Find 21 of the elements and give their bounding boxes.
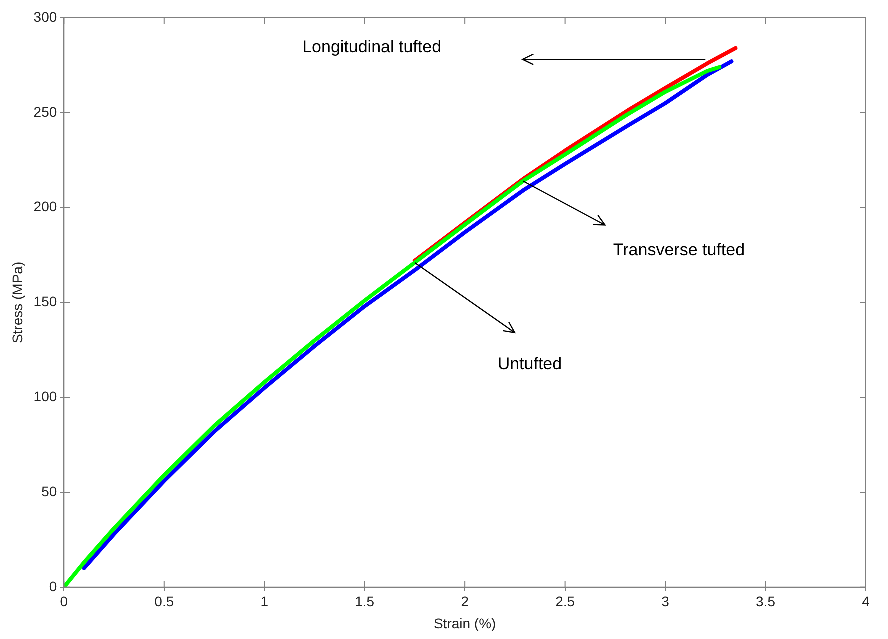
annotation: Untufted	[498, 354, 562, 374]
x-tick-label: 0	[60, 594, 68, 610]
y-tick-label: 200	[34, 198, 58, 215]
annotation: Transverse tufted	[613, 240, 746, 260]
x-tick-label: 2.5	[556, 594, 576, 610]
x-tick-label: 3	[662, 594, 670, 610]
annotation: Longitudinal tufted	[302, 38, 442, 57]
y-tick-label: 50	[42, 483, 58, 500]
x-tick-label: 0.5	[154, 594, 174, 610]
x-tick-label: 3.5	[756, 594, 776, 610]
y-tick-label: 300	[34, 8, 58, 25]
y-tick-label: 0	[49, 578, 58, 594]
y-tick-label: 250	[34, 104, 58, 120]
x-tick-label: 2	[461, 594, 470, 610]
x-tick-label: 1	[260, 594, 269, 610]
x-tick-label: 4	[862, 594, 870, 610]
y-tick-label: 150	[34, 294, 58, 310]
x-tick-label: 1.5	[355, 594, 375, 610]
x-axis-title: Strain (%)	[434, 615, 496, 632]
y-tick-label: 100	[34, 388, 58, 404]
y-axis-title: Stress (MPa)	[9, 262, 26, 344]
